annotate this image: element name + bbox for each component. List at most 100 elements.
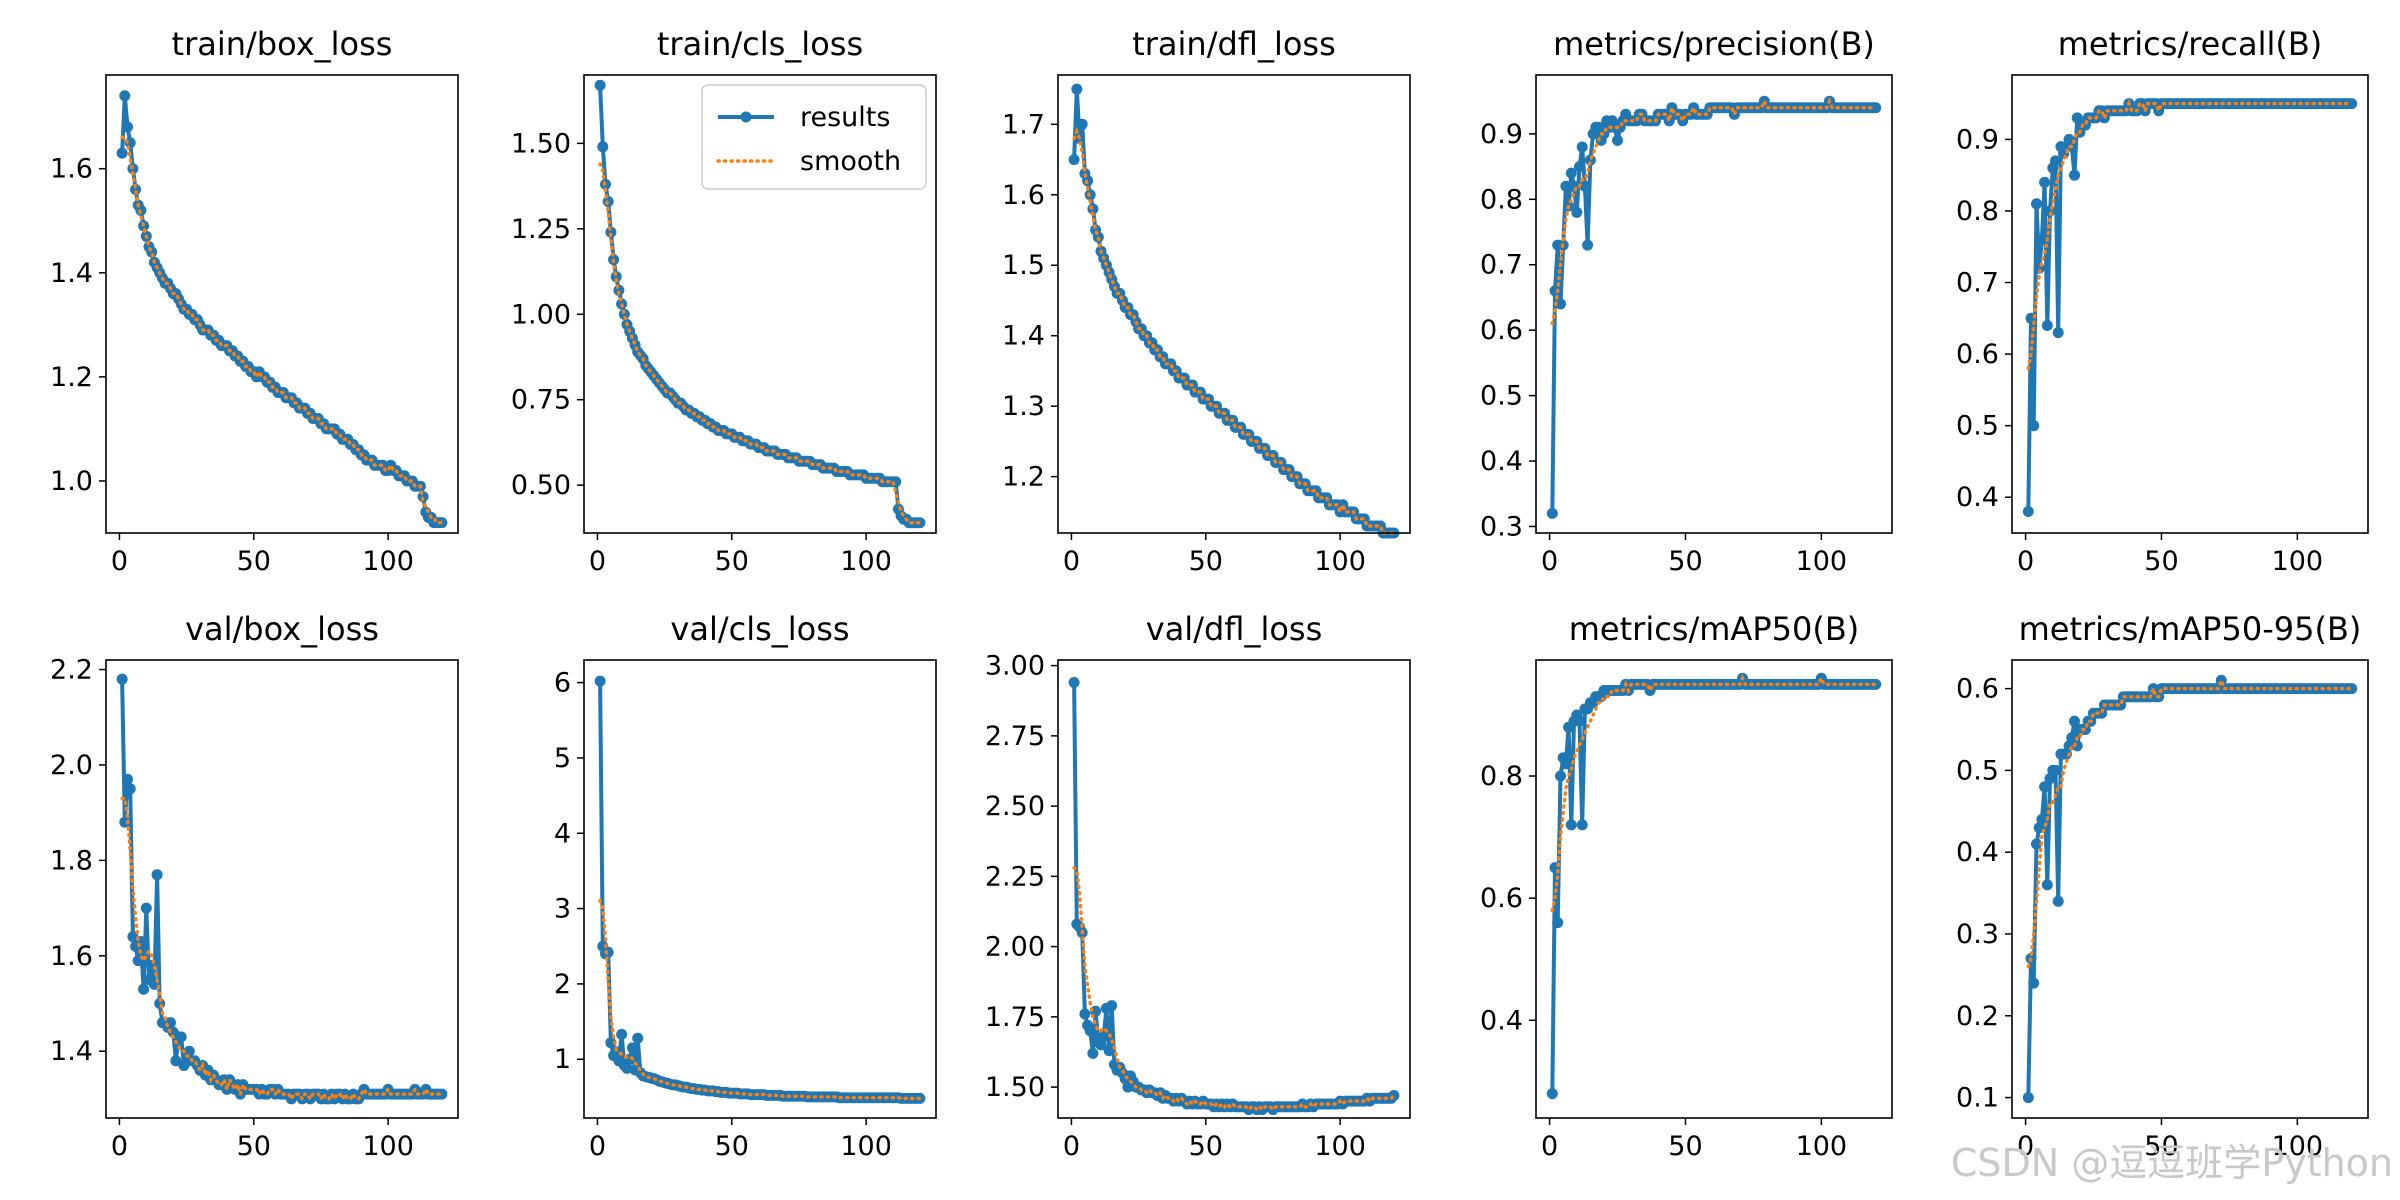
y-tick-label: 0.3 xyxy=(1480,511,1523,542)
x-tick-label: 50 xyxy=(237,1131,271,1162)
results-markers xyxy=(1546,95,1882,519)
y-tick-label: 0.3 xyxy=(1956,919,1999,950)
smooth-line xyxy=(1072,866,1396,1113)
results-line xyxy=(120,93,444,525)
x-tick-label: 100 xyxy=(840,546,892,577)
subplot-train-box-loss: train/box_loss 0 50 100 1.0 1.2 1.4 1.6 xyxy=(50,25,459,577)
smooth-line xyxy=(598,162,922,525)
results-point xyxy=(1574,161,1585,173)
subplot-title: metrics/mAP50(B) xyxy=(1569,610,1860,648)
smooth-line xyxy=(120,796,444,1103)
subplot-train-dfl-loss: train/dfl_loss 0 50 100 1.2 1.3 1.4 1.5 1.6 1.7 xyxy=(1002,25,1411,577)
smooth-line xyxy=(120,135,444,525)
results-point xyxy=(594,675,606,687)
x-tick-label: 100 xyxy=(1796,1131,1848,1162)
y-tick-label: 0.5 xyxy=(1956,411,1999,442)
results-point xyxy=(2346,98,2358,110)
x-tick-label: 100 xyxy=(2272,546,2324,577)
results-point xyxy=(610,271,622,283)
y-tick-label: 1.50 xyxy=(985,1072,1045,1103)
x-tick-label: 50 xyxy=(715,1131,749,1162)
results-point xyxy=(605,226,617,238)
results-point xyxy=(122,121,133,133)
subplot-train-cls-loss: train/cls_loss 0 50 100 0.50 0.75 1.00 1.25 1.50… xyxy=(511,25,937,577)
results-point xyxy=(127,931,139,943)
subplot-title: val/box_loss xyxy=(185,610,379,648)
results-point xyxy=(1576,141,1588,153)
results-point xyxy=(2039,781,2051,793)
y-tick-label: 1.4 xyxy=(50,258,93,289)
axes-frame xyxy=(1535,74,1893,534)
results-point xyxy=(2028,977,2040,989)
subplot-title: train/dfl_loss xyxy=(1132,25,1336,63)
x-tick-label: 100 xyxy=(840,1131,892,1162)
results-point xyxy=(1084,1025,1096,1037)
results-point xyxy=(2036,234,2048,246)
axes-frame xyxy=(1535,659,1893,1119)
subplot-title: metrics/recall(B) xyxy=(2058,25,2323,63)
subplot-metrics-map50-95-b: metrics/mAP50-95(B) 0 50 100 0.1 0.2 0.3 0.4 0.5… xyxy=(1956,610,2369,1162)
y-tick-label: 1.5 xyxy=(1002,250,1045,281)
results-point xyxy=(618,308,630,320)
y-tick-label: 1.75 xyxy=(985,1002,1045,1033)
x-tick-label: 0 xyxy=(1063,546,1080,577)
y-tick-label: 5 xyxy=(554,743,571,774)
results-point xyxy=(597,141,609,153)
results-point xyxy=(119,90,131,102)
subplot-val-dfl-loss: val/dfl_loss 0 50 100 1.50 1.75 2.00 2.25 2.50 2.… xyxy=(985,610,1411,1162)
legend: results smooth xyxy=(701,84,927,190)
results-point xyxy=(616,1028,628,1040)
y-tick-label: 1.4 xyxy=(1002,321,1045,352)
smooth-line xyxy=(1072,126,1396,535)
results-point xyxy=(178,1060,190,1071)
results-point xyxy=(1565,819,1577,831)
axes-frame xyxy=(583,659,937,1119)
results-point xyxy=(116,673,128,685)
y-tick-label: 0.4 xyxy=(1956,482,1999,513)
subplot-val-cls-loss: val/cls_loss 0 50 100 1 2 3 4 5 6 xyxy=(554,610,937,1162)
axes-frame xyxy=(583,74,937,534)
results-point xyxy=(1565,167,1577,179)
y-tick-label: 0.50 xyxy=(511,470,571,501)
axes-frame xyxy=(2011,659,2369,1119)
y-tick-label: 0.7 xyxy=(1480,250,1523,281)
subplot-title: val/dfl_loss xyxy=(1146,610,1323,648)
results-point xyxy=(1576,819,1588,831)
results-point xyxy=(2041,879,2053,891)
x-tick-label: 0 xyxy=(589,546,606,577)
results-point xyxy=(436,1088,448,1100)
y-tick-label: 0.9 xyxy=(1480,119,1523,150)
legend-results-marker xyxy=(740,111,752,123)
axes-frame xyxy=(105,659,459,1119)
results-markers xyxy=(594,675,926,1104)
x-tick-label: 0 xyxy=(1541,546,1558,577)
axes-frame xyxy=(105,74,459,534)
results-markers xyxy=(116,90,448,529)
results-line xyxy=(598,679,922,1101)
y-tick-label: 0.6 xyxy=(1956,674,1999,705)
x-tick-label: 50 xyxy=(237,546,271,577)
y-tick-label: 1.0 xyxy=(50,466,93,497)
smooth-line xyxy=(1550,96,1878,326)
x-tick-label: 50 xyxy=(2144,1131,2178,1162)
subplot-title: train/box_loss xyxy=(172,25,393,63)
results-point xyxy=(1546,1088,1558,1100)
subplot-title: metrics/precision(B) xyxy=(1553,25,1875,63)
x-tick-label: 50 xyxy=(2144,546,2178,577)
y-tick-label: 0.75 xyxy=(511,385,571,416)
results-point xyxy=(1068,154,1080,166)
subplot-title: train/cls_loss xyxy=(657,25,863,63)
results-point xyxy=(2069,169,2080,181)
x-tick-label: 50 xyxy=(1189,546,1223,577)
y-tick-label: 1.25 xyxy=(511,214,571,245)
results-point xyxy=(605,1037,617,1049)
results-point xyxy=(610,1046,622,1058)
y-tick-label: 0.6 xyxy=(1956,339,1999,370)
x-tick-label: 0 xyxy=(589,1131,606,1162)
results-point xyxy=(2066,732,2078,744)
results-point xyxy=(116,147,128,159)
smooth-line xyxy=(2026,98,2354,371)
y-tick-label: 1.6 xyxy=(50,154,93,185)
x-tick-label: 100 xyxy=(362,1131,414,1162)
